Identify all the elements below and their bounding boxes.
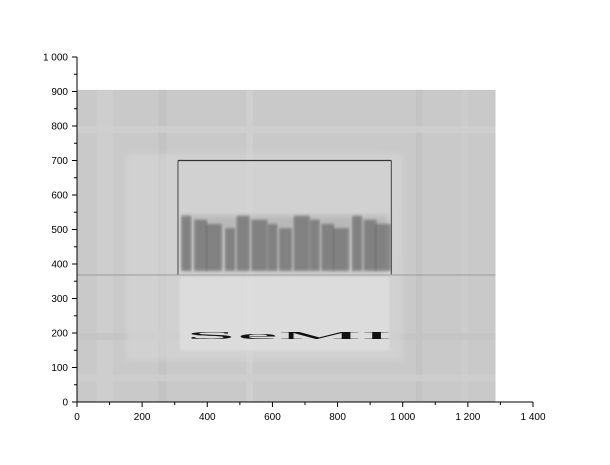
ghost-stripe bbox=[375, 223, 392, 271]
ghost-stripe bbox=[352, 215, 363, 271]
y-tick-label: 300 bbox=[51, 294, 68, 305]
ghost-stripe bbox=[205, 223, 222, 271]
x-tick-label: 400 bbox=[199, 412, 216, 423]
ghost-stripe bbox=[309, 219, 320, 271]
y-tick-label: 400 bbox=[51, 260, 68, 271]
y-tick-label: 600 bbox=[51, 191, 68, 202]
x-tick-label: 1 000 bbox=[390, 412, 415, 423]
y-tick-label: 700 bbox=[51, 156, 68, 167]
x-tick-label: 600 bbox=[264, 412, 281, 423]
ghost-stripe bbox=[332, 228, 349, 271]
x-tick-label: 800 bbox=[329, 412, 346, 423]
x-tick-label: 200 bbox=[134, 412, 151, 423]
ghost-stripe bbox=[225, 228, 236, 271]
y-tick-label: 1 000 bbox=[43, 53, 68, 64]
ghost-stripe bbox=[236, 215, 250, 271]
text-backdrop bbox=[179, 277, 390, 351]
vertical-artifact-band bbox=[461, 89, 468, 403]
axes: 0 200 400 600 800 1 000 1 200 1 400 0 100 200 300 40… bbox=[43, 53, 546, 424]
ghost-stripe bbox=[181, 215, 192, 271]
ghost-stripe bbox=[251, 219, 268, 271]
y-tick-label: 800 bbox=[51, 122, 68, 133]
x-tick-label: 1 200 bbox=[455, 412, 480, 423]
y-tick-label: 900 bbox=[51, 87, 68, 98]
ghost-stripe bbox=[278, 228, 292, 271]
ghost-stripe bbox=[194, 219, 208, 271]
horizontal-artifact-band bbox=[77, 126, 496, 133]
x-tick-label: 1 400 bbox=[520, 412, 545, 423]
y-tick-label: 100 bbox=[51, 363, 68, 374]
y-tick-label: 200 bbox=[51, 329, 68, 340]
ghost-stripe bbox=[267, 223, 278, 271]
ghost-stripe bbox=[321, 223, 335, 271]
ghost-stripe bbox=[363, 219, 377, 271]
y-tick-label: 500 bbox=[51, 225, 68, 236]
horizontal-artifact-band bbox=[77, 374, 496, 382]
ghost-stripe bbox=[293, 215, 310, 271]
x-tick-label: 0 bbox=[74, 412, 80, 423]
vertical-artifact-band bbox=[96, 89, 113, 403]
image-plot: SeMI bbox=[77, 89, 496, 403]
y-tick-label: 0 bbox=[62, 398, 68, 409]
image-word: SeMI bbox=[185, 331, 392, 342]
vertical-artifact-band bbox=[415, 89, 423, 403]
